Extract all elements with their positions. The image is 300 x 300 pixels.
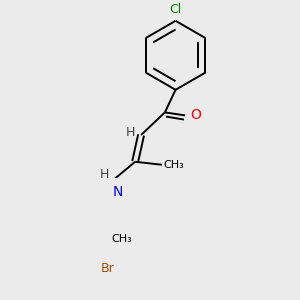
Text: O: O: [190, 108, 201, 122]
Text: Br: Br: [100, 262, 114, 275]
Text: H: H: [100, 168, 109, 182]
Text: N: N: [113, 185, 124, 199]
Text: Cl: Cl: [169, 3, 182, 16]
Text: H: H: [126, 126, 135, 139]
Text: CH₃: CH₃: [164, 160, 184, 170]
Text: CH₃: CH₃: [112, 234, 132, 244]
